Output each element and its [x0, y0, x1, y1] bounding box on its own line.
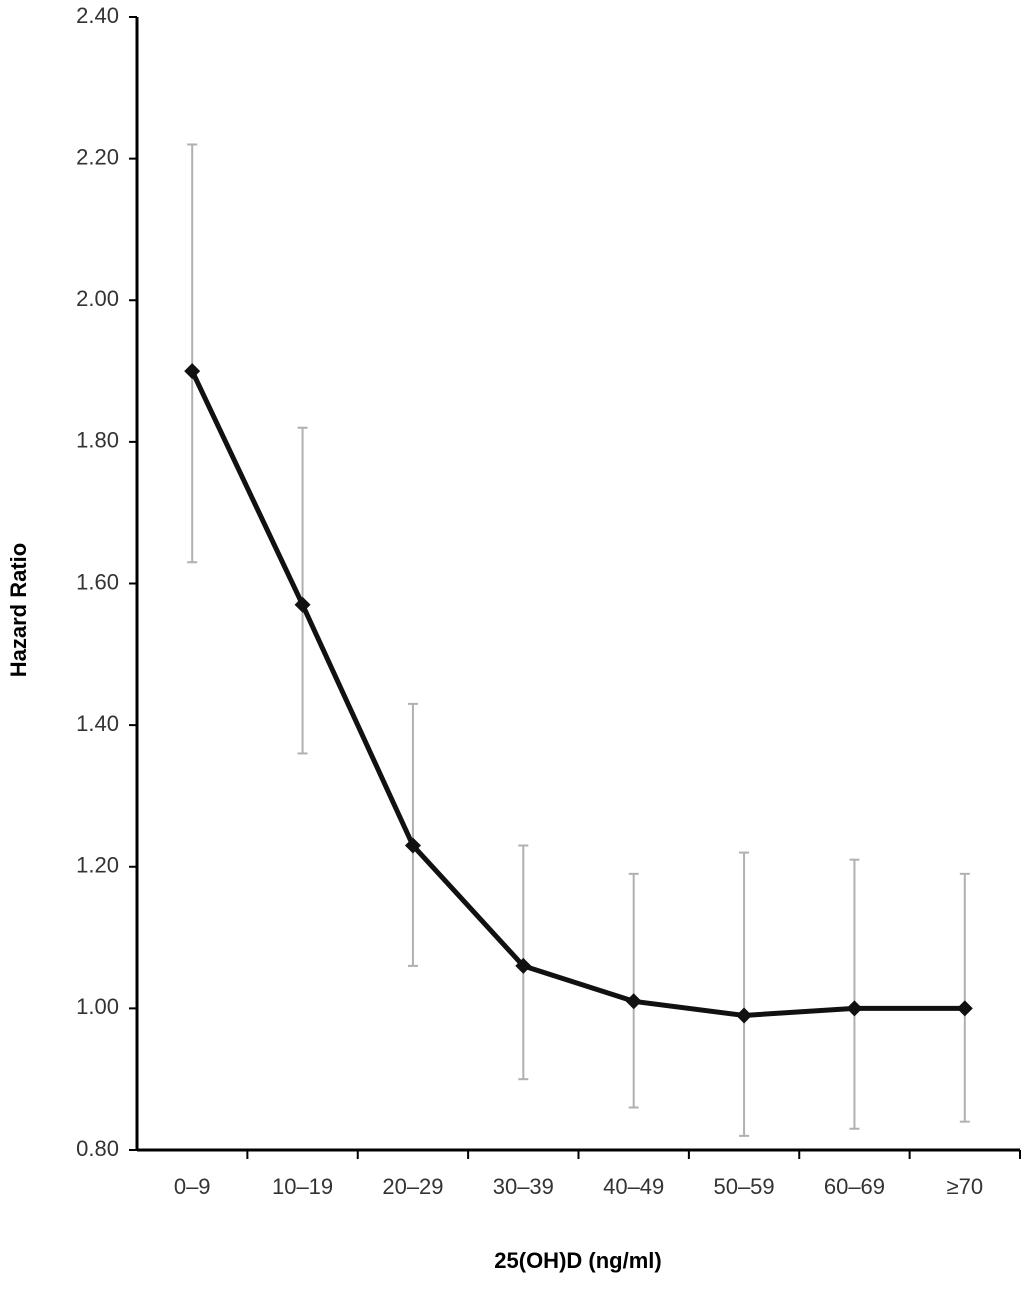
marker — [515, 957, 532, 974]
y-tick-label: 0.80 — [76, 1136, 119, 1161]
y-tick-label: 1.60 — [76, 569, 119, 594]
x-tick-label: 60–69 — [824, 1174, 885, 1199]
x-tick-label: 30–39 — [493, 1174, 554, 1199]
y-tick-label: 1.80 — [76, 428, 119, 453]
x-tick-label: 50–59 — [713, 1174, 774, 1199]
marker — [736, 1007, 753, 1024]
y-tick-label: 1.00 — [76, 994, 119, 1019]
marker — [294, 596, 311, 613]
marker — [956, 1000, 973, 1017]
y-tick-label: 1.40 — [76, 711, 119, 736]
marker — [404, 837, 421, 854]
y-tick-label: 2.40 — [76, 3, 119, 28]
x-tick-label: 10–19 — [272, 1174, 333, 1199]
x-tick-label: 20–29 — [382, 1174, 443, 1199]
marker — [184, 363, 201, 380]
x-axis-title: 25(OH)D (ng/ml) — [494, 1248, 661, 1273]
x-tick-label: ≥70 — [947, 1174, 984, 1199]
y-axis-title: Hazard Ratio — [6, 543, 31, 677]
marker — [625, 993, 642, 1010]
y-tick-label: 2.20 — [76, 144, 119, 169]
x-tick-label: 40–49 — [603, 1174, 664, 1199]
y-tick-label: 1.20 — [76, 853, 119, 878]
y-tick-label: 2.00 — [76, 286, 119, 311]
marker — [846, 1000, 863, 1017]
data-line — [189, 369, 965, 1018]
x-tick-label: 0–9 — [174, 1174, 211, 1199]
